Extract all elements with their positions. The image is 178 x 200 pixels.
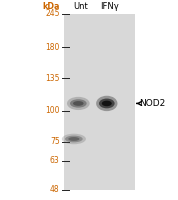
Bar	[64, 14, 135, 190]
Ellipse shape	[65, 136, 83, 142]
Text: IFNγ: IFNγ	[100, 2, 119, 11]
Ellipse shape	[67, 97, 90, 110]
Text: 63: 63	[50, 156, 60, 165]
Text: 75: 75	[50, 137, 60, 146]
Ellipse shape	[99, 99, 115, 108]
Ellipse shape	[73, 101, 84, 106]
Text: 245: 245	[45, 9, 60, 19]
Ellipse shape	[68, 137, 79, 141]
Text: Unt: Unt	[74, 2, 88, 11]
Ellipse shape	[62, 134, 86, 144]
Text: NOD2: NOD2	[139, 99, 165, 108]
Ellipse shape	[102, 101, 112, 106]
Ellipse shape	[96, 96, 117, 111]
Text: 135: 135	[45, 74, 60, 83]
Text: 48: 48	[50, 186, 60, 194]
Ellipse shape	[70, 99, 87, 108]
Text: 180: 180	[45, 43, 60, 52]
Text: kDa: kDa	[42, 2, 60, 11]
Text: 100: 100	[45, 106, 60, 115]
